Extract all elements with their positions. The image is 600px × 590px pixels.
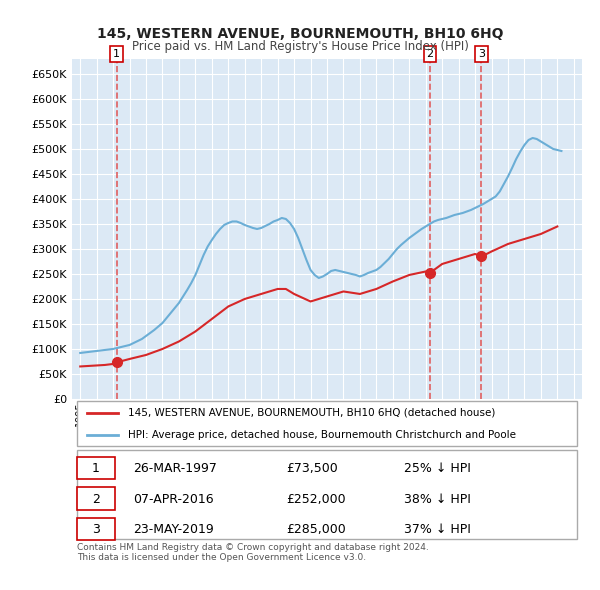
Text: 3: 3	[92, 523, 100, 536]
Text: 23-MAY-2019: 23-MAY-2019	[133, 523, 214, 536]
Text: HPI: Average price, detached house, Bournemouth Christchurch and Poole: HPI: Average price, detached house, Bour…	[128, 430, 516, 440]
Text: £285,000: £285,000	[286, 523, 346, 536]
Text: Contains HM Land Registry data © Crown copyright and database right 2024.
This d: Contains HM Land Registry data © Crown c…	[77, 543, 429, 562]
Text: £73,500: £73,500	[286, 463, 338, 476]
Text: 2: 2	[92, 493, 100, 506]
FancyBboxPatch shape	[77, 487, 115, 510]
Text: 25% ↓ HPI: 25% ↓ HPI	[404, 463, 470, 476]
FancyBboxPatch shape	[77, 401, 577, 446]
Text: 26-MAR-1997: 26-MAR-1997	[133, 463, 217, 476]
Text: £252,000: £252,000	[286, 493, 346, 506]
FancyBboxPatch shape	[77, 450, 577, 539]
Text: 1: 1	[113, 49, 120, 59]
Text: 1: 1	[92, 463, 100, 476]
Text: 37% ↓ HPI: 37% ↓ HPI	[404, 523, 470, 536]
FancyBboxPatch shape	[77, 518, 115, 540]
Text: 07-APR-2016: 07-APR-2016	[133, 493, 214, 506]
Text: Price paid vs. HM Land Registry's House Price Index (HPI): Price paid vs. HM Land Registry's House …	[131, 40, 469, 53]
Text: 145, WESTERN AVENUE, BOURNEMOUTH, BH10 6HQ (detached house): 145, WESTERN AVENUE, BOURNEMOUTH, BH10 6…	[128, 408, 496, 418]
Text: 3: 3	[478, 49, 485, 59]
Text: 38% ↓ HPI: 38% ↓ HPI	[404, 493, 470, 506]
Text: 2: 2	[427, 49, 434, 59]
Text: 145, WESTERN AVENUE, BOURNEMOUTH, BH10 6HQ: 145, WESTERN AVENUE, BOURNEMOUTH, BH10 6…	[97, 27, 503, 41]
FancyBboxPatch shape	[77, 457, 115, 479]
